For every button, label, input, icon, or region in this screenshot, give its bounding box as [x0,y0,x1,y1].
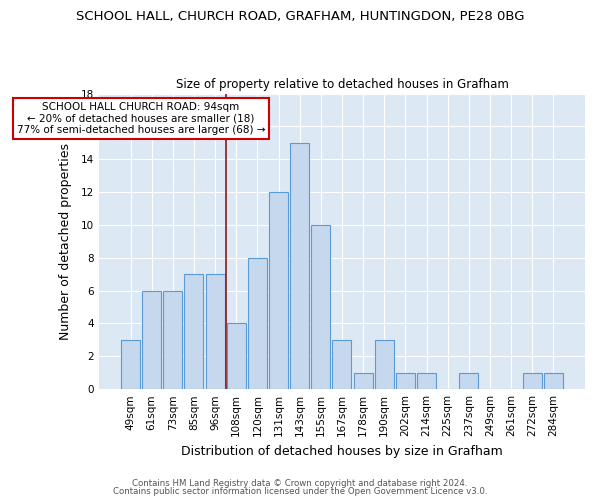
Title: Size of property relative to detached houses in Grafham: Size of property relative to detached ho… [176,78,508,91]
X-axis label: Distribution of detached houses by size in Grafham: Distribution of detached houses by size … [181,444,503,458]
Bar [227,324,246,389]
Bar [248,258,267,389]
Bar [544,373,563,389]
Bar [311,225,331,389]
Text: SCHOOL HALL CHURCH ROAD: 94sqm
← 20% of detached houses are smaller (18)
77% of : SCHOOL HALL CHURCH ROAD: 94sqm ← 20% of … [17,102,265,135]
Bar [121,340,140,389]
Bar [290,143,309,389]
Bar [163,290,182,389]
Bar [184,274,203,389]
Bar [396,373,415,389]
Bar [332,340,352,389]
Text: Contains public sector information licensed under the Open Government Licence v3: Contains public sector information licen… [113,487,487,496]
Bar [375,340,394,389]
Bar [459,373,478,389]
Bar [269,192,288,389]
Bar [353,373,373,389]
Text: Contains HM Land Registry data © Crown copyright and database right 2024.: Contains HM Land Registry data © Crown c… [132,478,468,488]
Bar [206,274,224,389]
Y-axis label: Number of detached properties: Number of detached properties [59,143,73,340]
Text: SCHOOL HALL, CHURCH ROAD, GRAFHAM, HUNTINGDON, PE28 0BG: SCHOOL HALL, CHURCH ROAD, GRAFHAM, HUNTI… [76,10,524,23]
Bar [523,373,542,389]
Bar [417,373,436,389]
Bar [142,290,161,389]
